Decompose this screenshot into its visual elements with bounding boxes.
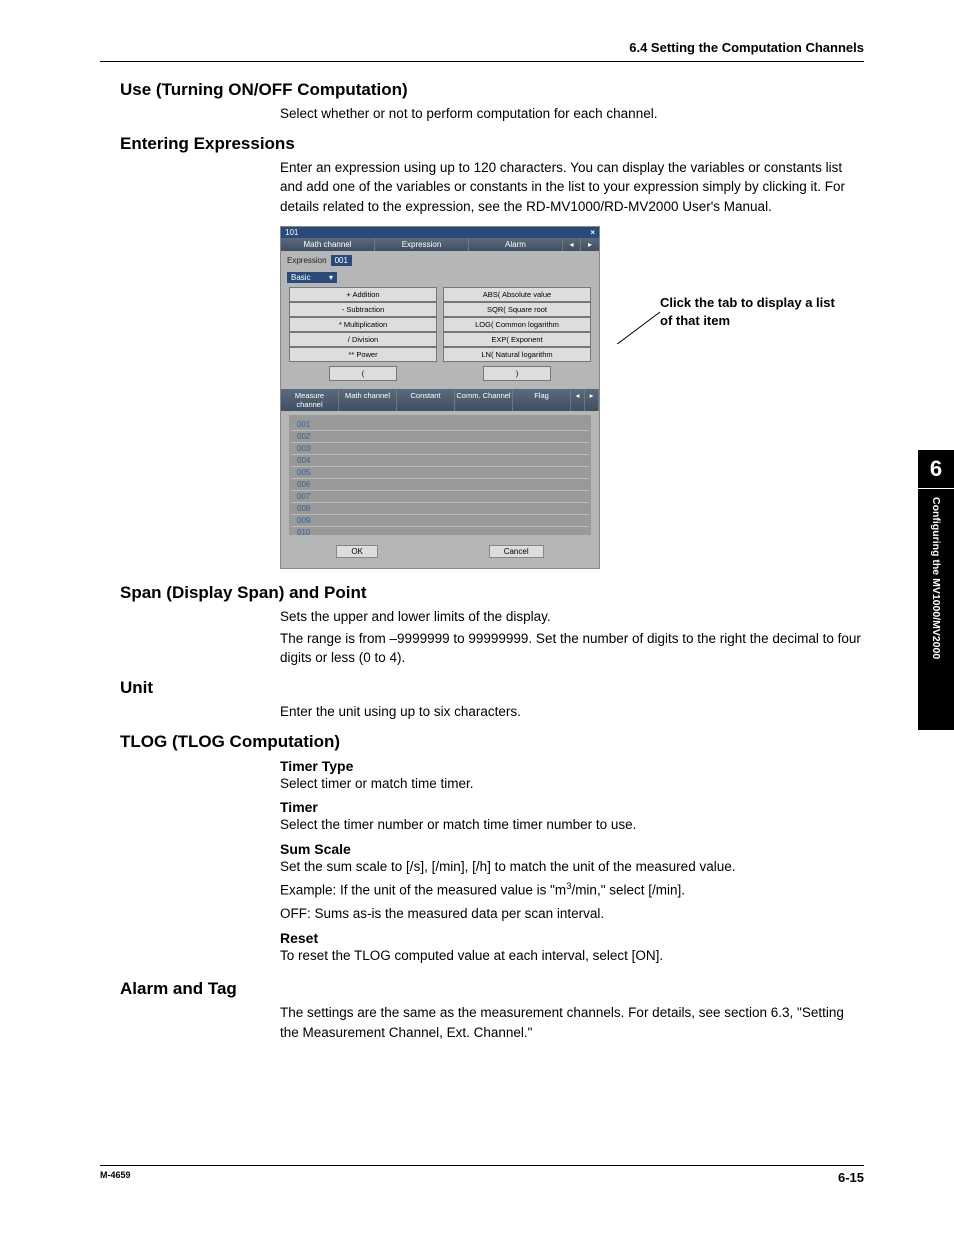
tab-arrow-right-icon[interactable]: ▸ — [581, 238, 599, 251]
heading-tlog: TLOG (TLOG Computation) — [120, 732, 864, 752]
dialog-tabs-bottom: Measure channel Math channel Constant Co… — [281, 389, 599, 411]
heading-alarm: Alarm and Tag — [120, 979, 864, 999]
op-paren-left[interactable]: ( — [329, 366, 397, 381]
body-entering: Enter an expression using up to 120 char… — [280, 158, 864, 217]
operator-col-right: ABS( Absolute value SQR( Square root LOG… — [443, 287, 591, 362]
tab2-arrow-right-icon[interactable]: ▸ — [585, 389, 599, 411]
tab-measure-channel[interactable]: Measure channel — [281, 389, 339, 411]
expression-label: Expression — [287, 256, 327, 265]
op-multiplication[interactable]: * Multiplication — [289, 317, 437, 332]
body-unit: Enter the unit using up to six character… — [280, 702, 864, 722]
footer-doc-id: M-4659 — [100, 1170, 131, 1185]
list-item[interactable]: 005 — [291, 467, 589, 479]
list-item[interactable]: 010 — [291, 527, 589, 539]
basic-dropdown-label: Basic — [291, 273, 311, 282]
operator-col-left: + Addition - Subtraction * Multiplicatio… — [289, 287, 437, 362]
dialog-title: 101 — [285, 228, 298, 237]
paren-row: ( ) — [281, 366, 599, 385]
body-timer-type: Select timer or match time timer. — [280, 774, 864, 794]
close-icon[interactable]: × — [590, 228, 595, 237]
op-ln[interactable]: LN( Natural logarithm — [443, 347, 591, 362]
dialog-footer: OK Cancel — [281, 539, 599, 568]
chapter-number: 6 — [918, 450, 954, 489]
sum-example-post: /min," select [/min]. — [571, 883, 685, 898]
op-sqr[interactable]: SQR( Square root — [443, 302, 591, 317]
dialog-titlebar: 101 × — [281, 227, 599, 238]
page-header: 6.4 Setting the Computation Channels — [100, 40, 864, 62]
op-log[interactable]: LOG( Common logarithm — [443, 317, 591, 332]
list-item[interactable]: 006 — [291, 479, 589, 491]
tab-arrow-left-icon[interactable]: ◂ — [563, 238, 581, 251]
tab2-arrow-left-icon[interactable]: ◂ — [571, 389, 585, 411]
tab-alarm[interactable]: Alarm — [469, 238, 563, 251]
page-footer: M-4659 6-15 — [100, 1165, 864, 1185]
body-sum-2: Example: If the unit of the measured val… — [280, 880, 864, 900]
body-timer: Select the timer number or match time ti… — [280, 815, 864, 835]
tab-constant[interactable]: Constant — [397, 389, 455, 411]
list-item[interactable]: 003 — [291, 443, 589, 455]
expression-row: Expression 001 — [281, 251, 599, 270]
tab-math-channel-2[interactable]: Math channel — [339, 389, 397, 411]
body-alarm: The settings are the same as the measure… — [280, 1003, 864, 1042]
list-item[interactable]: 004 — [291, 455, 589, 467]
body-sum-1: Set the sum scale to [/s], [/min], [/h] … — [280, 857, 864, 877]
list-item[interactable]: 007 — [291, 491, 589, 503]
dialog-tabs-top: Math channel Expression Alarm ◂ ▸ — [281, 238, 599, 251]
manual-page: 6.4 Setting the Computation Channels Use… — [0, 0, 954, 1235]
list-item[interactable]: 001 — [291, 419, 589, 431]
op-power[interactable]: ** Power — [289, 347, 437, 362]
expression-field[interactable]: 001 — [331, 255, 352, 266]
callout-line — [584, 304, 660, 305]
op-exp[interactable]: EXP( Exponent — [443, 332, 591, 347]
op-abs[interactable]: ABS( Absolute value — [443, 287, 591, 302]
expression-dialog-figure: 101 × Math channel Expression Alarm ◂ ▸ … — [280, 226, 840, 569]
heading-use: Use (Turning ON/OFF Computation) — [120, 80, 864, 100]
chapter-side-tab: 6 Configuring the MV1000/MV2000 — [918, 450, 954, 730]
op-addition[interactable]: + Addition — [289, 287, 437, 302]
subhead-reset: Reset — [280, 930, 864, 946]
body-span-2: The range is from –9999999 to 99999999. … — [280, 629, 864, 668]
op-subtraction[interactable]: - Subtraction — [289, 302, 437, 317]
callout-text: Click the tab to display a list of that … — [660, 294, 850, 329]
body-sum-3: OFF: Sums as-is the measured data per sc… — [280, 904, 864, 924]
list-item[interactable]: 002 — [291, 431, 589, 443]
tab-expression[interactable]: Expression — [375, 238, 469, 251]
body-span-1: Sets the upper and lower limits of the d… — [280, 607, 864, 627]
expression-dialog: 101 × Math channel Expression Alarm ◂ ▸ … — [280, 226, 600, 569]
footer-page-number: 6-15 — [838, 1170, 864, 1185]
body-reset: To reset the TLOG computed value at each… — [280, 946, 864, 966]
tab-math-channel[interactable]: Math channel — [281, 238, 375, 251]
tab-flag[interactable]: Flag — [513, 389, 571, 411]
subhead-sum-scale: Sum Scale — [280, 841, 864, 857]
heading-span: Span (Display Span) and Point — [120, 583, 864, 603]
cancel-button[interactable]: Cancel — [489, 545, 544, 558]
sum-example-pre: Example: If the unit of the measured val… — [280, 883, 566, 898]
tab-comm-channel[interactable]: Comm. Channel — [455, 389, 513, 411]
heading-unit: Unit — [120, 678, 864, 698]
list-item[interactable]: 008 — [291, 503, 589, 515]
subhead-timer-type: Timer Type — [280, 758, 864, 774]
heading-entering: Entering Expressions — [120, 134, 864, 154]
operator-grid: + Addition - Subtraction * Multiplicatio… — [281, 287, 599, 366]
body-use: Select whether or not to perform computa… — [280, 104, 864, 124]
op-paren-right[interactable]: ) — [483, 366, 551, 381]
subhead-timer: Timer — [280, 799, 864, 815]
basic-dropdown[interactable]: Basic ▾ — [287, 272, 337, 283]
chapter-title: Configuring the MV1000/MV2000 — [918, 489, 954, 723]
ok-button[interactable]: OK — [336, 545, 378, 558]
chevron-down-icon: ▾ — [329, 273, 333, 282]
list-item[interactable]: 009 — [291, 515, 589, 527]
channel-list: 001 002 003 004 005 006 007 008 009 010 — [289, 415, 591, 535]
op-division[interactable]: / Division — [289, 332, 437, 347]
